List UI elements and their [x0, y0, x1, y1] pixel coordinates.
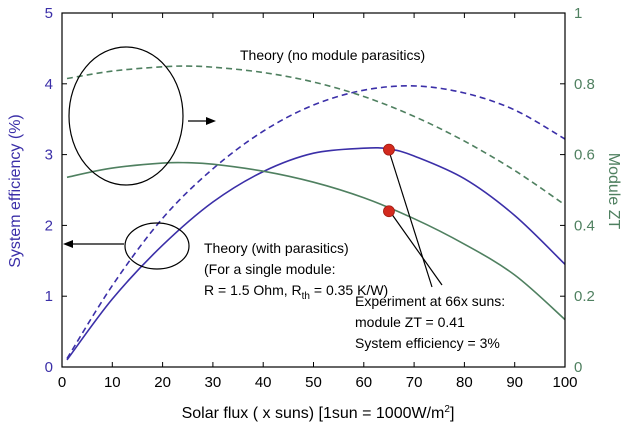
x-tick-label: 70	[406, 374, 423, 391]
series-right-solid-line	[66, 161, 566, 321]
y-right-tick-label: 0.2	[574, 288, 595, 305]
y-right-tick-label: 1	[574, 5, 582, 22]
right-arrow-head-icon	[206, 117, 216, 125]
experiment-point	[383, 205, 395, 218]
x-axis-label: Solar flux ( x suns) [1sun = 1000W/m2]	[182, 404, 455, 422]
x-tick-label: 60	[355, 374, 372, 391]
y-left-axis-label: System efficiency (%)	[7, 114, 24, 268]
left-axis-ellipse	[124, 222, 190, 270]
series-left-solid-line	[66, 146, 566, 361]
left-arrow-head-icon	[63, 240, 73, 248]
x-tick-label: 100	[552, 374, 577, 391]
x-tick-label: 80	[456, 374, 473, 391]
annotation-experiment-line1: Experiment at 66x suns:	[355, 293, 505, 309]
pointer-line-lower	[390, 212, 443, 286]
series-left-dashed-line	[66, 85, 566, 359]
y-left-tick-label: 1	[45, 288, 53, 305]
annotation-resistance: R = 1.5 Ohm, Rth = 0.35 K/W)	[204, 282, 388, 302]
y-left-tick-label: 4	[45, 76, 53, 93]
x-tick-label: 10	[104, 374, 121, 391]
plot-frame	[61, 12, 566, 368]
y-right-axis-label: Module ZT	[605, 153, 622, 230]
y-left-tick-label: 2	[45, 217, 53, 234]
annotation-experiment-line3: System efficiency = 3%	[355, 335, 500, 351]
x-tick-label: 50	[305, 374, 322, 391]
y-right-tick-label: 0.8	[574, 76, 595, 93]
x-tick-label: 0	[58, 374, 66, 391]
y-left-tick-label: 3	[45, 147, 53, 164]
y-left-tick-label: 5	[45, 5, 53, 22]
x-tick-label: 90	[506, 374, 523, 391]
series-right-dashed-line	[66, 65, 566, 206]
x-tick-label: 20	[154, 374, 171, 391]
y-left-tick-label: 0	[45, 359, 53, 376]
annotation-single-module: (For a single module:	[204, 261, 336, 277]
right-axis-ellipse	[68, 46, 184, 186]
annotation-experiment-line2: module ZT = 0.41	[355, 314, 465, 330]
y-right-tick-label: 0.6	[574, 147, 595, 164]
annotation-theory-no-parasitics: Theory (no module parasitics)	[240, 47, 425, 63]
annotation-theory-with-parasitics: Theory (with parasitics)	[204, 240, 349, 256]
x-tick-label: 40	[255, 374, 272, 391]
y-right-tick-label: 0	[574, 359, 582, 376]
y-right-tick-label: 0.4	[574, 217, 595, 234]
x-tick-label: 30	[205, 374, 222, 391]
experiment-point	[383, 143, 395, 156]
pointer-line-upper	[388, 150, 433, 288]
